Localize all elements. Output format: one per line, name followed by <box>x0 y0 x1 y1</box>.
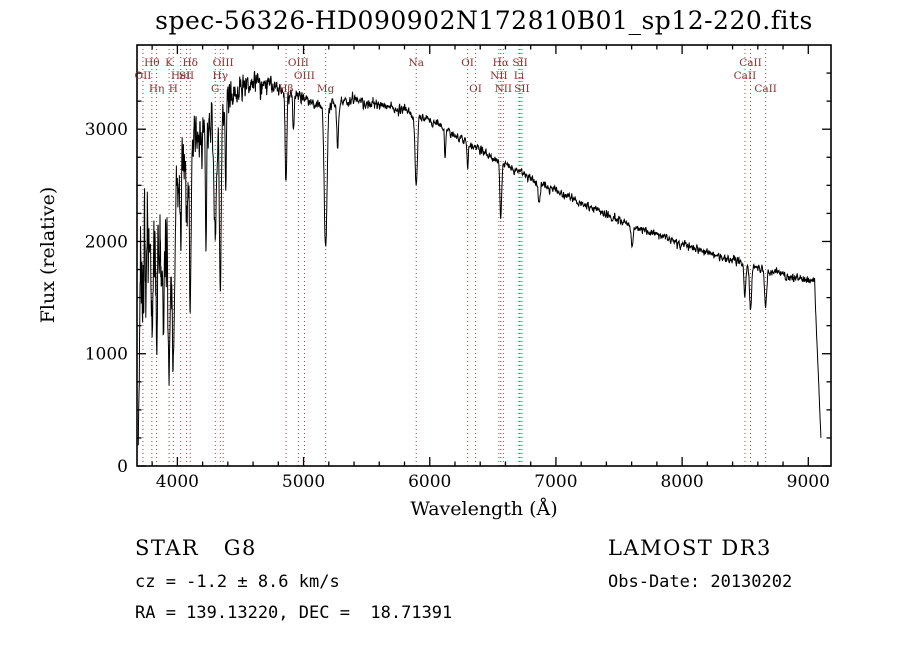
svg-text:6000: 6000 <box>408 472 451 492</box>
svg-text:Mg: Mg <box>317 83 335 95</box>
svg-text:G: G <box>211 83 219 95</box>
svg-text:SII: SII <box>179 70 195 82</box>
svg-text:OII: OII <box>134 70 151 82</box>
svg-text:OI: OI <box>461 57 474 69</box>
svg-text:OIII: OIII <box>288 57 309 69</box>
obs-date-text: Obs-Date: 20130202 <box>608 572 793 592</box>
svg-text:SII: SII <box>514 83 530 95</box>
svg-text:OIII: OIII <box>213 57 234 69</box>
svg-text:3000: 3000 <box>85 120 128 140</box>
svg-text:9000: 9000 <box>787 472 830 492</box>
redshift-velocity-text: cz = -1.2 ± 8.6 km/s <box>135 572 340 592</box>
svg-text:CaII: CaII <box>734 70 757 82</box>
svg-text:Hα: Hα <box>493 57 509 69</box>
plot-title: spec-56326-HD090902N172810B01_sp12-220.f… <box>155 6 813 35</box>
svg-text:NII: NII <box>490 70 507 82</box>
x-axis-label: Wavelength (Å) <box>410 498 558 520</box>
survey-name-text: LAMOST DR3 <box>608 536 772 560</box>
spectral-line-markers <box>142 45 767 466</box>
svg-text:2000: 2000 <box>85 232 128 252</box>
svg-text:OIII: OIII <box>294 70 315 82</box>
svg-text:Hδ: Hδ <box>183 57 198 69</box>
svg-text:K: K <box>165 57 173 69</box>
svg-text:SII: SII <box>512 57 528 69</box>
svg-text:CaII: CaII <box>739 57 762 69</box>
svg-text:8000: 8000 <box>660 472 703 492</box>
svg-text:CaII: CaII <box>754 83 777 95</box>
svg-text:4000: 4000 <box>156 472 199 492</box>
svg-text:NII: NII <box>495 83 512 95</box>
spectrum-trace <box>137 70 822 446</box>
axis-ticks <box>137 45 831 467</box>
star-class-text: STAR G8 <box>135 536 257 560</box>
svg-text:0: 0 <box>117 457 128 477</box>
svg-text:Hγ: Hγ <box>213 70 228 82</box>
svg-text:Na: Na <box>409 57 424 69</box>
svg-text:Li: Li <box>514 70 525 82</box>
svg-text:OI: OI <box>469 83 482 95</box>
svg-text:Hβ: Hβ <box>278 83 293 95</box>
svg-text:7000: 7000 <box>534 472 577 492</box>
svg-text:5000: 5000 <box>282 472 325 492</box>
svg-text:HeI: HeI <box>171 70 191 82</box>
axes-frame <box>136 44 832 467</box>
svg-text:Hη: Hη <box>149 83 164 95</box>
svg-text:1000: 1000 <box>85 345 128 365</box>
svg-text:Hθ: Hθ <box>144 57 159 69</box>
ra-dec-text: RA = 139.13220, DEC = 18.71391 <box>135 603 453 623</box>
svg-text:H: H <box>169 83 178 95</box>
